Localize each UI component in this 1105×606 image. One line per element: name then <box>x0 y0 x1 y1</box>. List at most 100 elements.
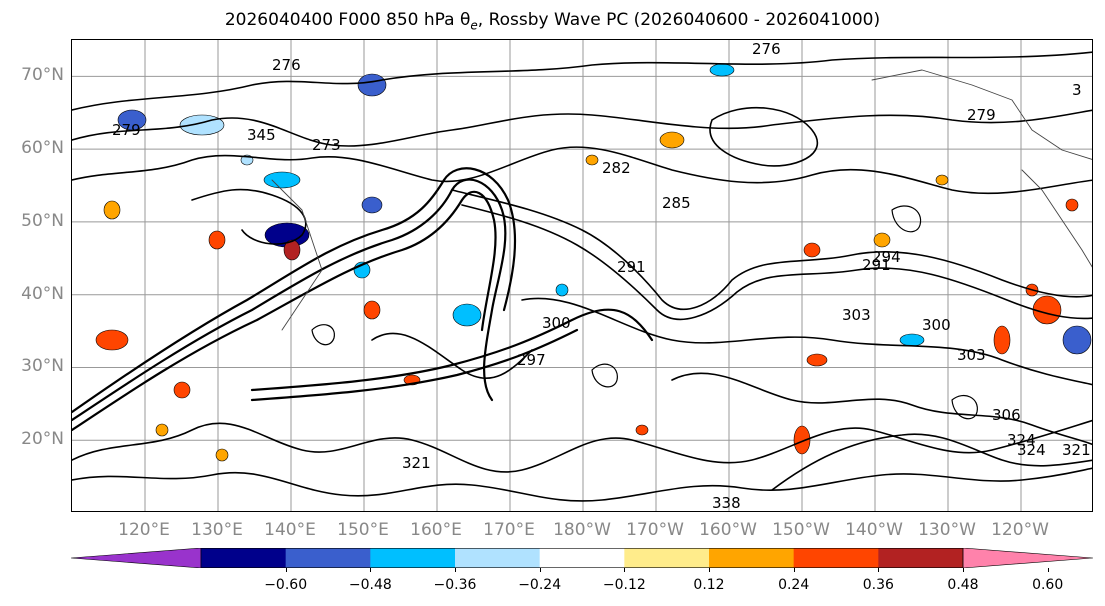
colorbar-tick-label: 0.12 <box>693 577 725 593</box>
title-subscript: e <box>470 18 478 33</box>
anomaly-shading <box>208 230 226 250</box>
lon-label: 120°W <box>991 520 1049 540</box>
anomaly-shading <box>803 242 821 258</box>
contour-label: 321 <box>402 454 431 472</box>
colorbar-segment <box>201 548 287 568</box>
contour-line <box>72 178 507 422</box>
contour-label: 3 <box>1072 81 1082 99</box>
contour-line <box>371 332 533 380</box>
anomaly-shading <box>806 353 828 367</box>
colorbar-tick-label: 0.36 <box>862 577 894 593</box>
colorbar-tickmark <box>455 568 456 572</box>
coastline <box>271 179 323 331</box>
anomaly-shading <box>361 196 383 214</box>
contour-line <box>709 106 819 167</box>
colorbar-tick-label: 0.48 <box>947 577 979 593</box>
colorbar-tick-label: −0.48 <box>348 577 392 593</box>
anomaly-shading <box>1062 325 1092 355</box>
anomaly-shading <box>215 448 229 462</box>
colorbar-extend-high <box>962 548 1093 568</box>
colorbar-extend-low <box>71 548 202 568</box>
anomaly-shading <box>993 325 1011 355</box>
colorbar-segment <box>624 548 710 568</box>
contour-line <box>250 308 654 392</box>
contour-line <box>72 146 1092 195</box>
contour-label: 273 <box>312 136 341 154</box>
anomaly-shading <box>873 232 891 248</box>
contour-label: 282 <box>602 159 631 177</box>
colorbar-segment <box>539 548 625 568</box>
anomaly-shading <box>452 303 482 327</box>
lat-label: 70°N <box>21 65 64 86</box>
colorbar-tick-label: 0.24 <box>778 577 810 593</box>
contour-line <box>311 324 335 346</box>
colorbar-segment <box>370 548 456 568</box>
lon-label: 150°E <box>337 520 389 540</box>
contour-line <box>891 205 922 233</box>
contour-label: 297 <box>517 351 546 369</box>
colorbar-tick-label: −0.60 <box>264 577 308 593</box>
lon-label: 130°E <box>191 520 243 540</box>
lon-label: 170°W <box>626 520 684 540</box>
colorbar-segment <box>455 548 541 568</box>
colorbar <box>71 548 1093 568</box>
contour-line <box>250 328 579 402</box>
contour-line <box>951 395 978 420</box>
colorbar-segment <box>793 548 879 568</box>
contour-label: 279 <box>967 106 996 124</box>
colorbar-frame <box>200 548 964 568</box>
colorbar-tick-label: −0.24 <box>518 577 562 593</box>
anomaly-shading <box>935 174 949 186</box>
anomaly-shading <box>659 131 685 149</box>
colorbar-tick-label: 0.60 <box>1032 577 1064 593</box>
colorbar-tickmark <box>624 568 626 572</box>
contour-label: 321 <box>1062 441 1091 459</box>
colorbar-tickmark <box>285 568 287 572</box>
colorbar-tickmark <box>793 568 795 572</box>
lat-label: 30°N <box>21 356 64 377</box>
anomaly-shading <box>709 63 735 77</box>
contour-label: 345 <box>247 126 276 144</box>
rossby-wave-shading <box>95 63 1092 462</box>
contour-line <box>72 467 1092 502</box>
colorbar-tickmark <box>963 568 964 572</box>
anomaly-shading <box>155 423 169 437</box>
colorbar-tickmark <box>370 568 372 572</box>
contour-label: 300 <box>922 316 951 334</box>
contour-label: 276 <box>752 40 781 58</box>
colorbar-segment <box>709 548 795 568</box>
anomaly-shading <box>899 333 925 347</box>
anomaly-shading <box>179 114 225 136</box>
contour-line <box>191 188 307 245</box>
colorbar-tickmark <box>709 568 710 572</box>
anomaly-shading <box>173 381 191 399</box>
anomaly-shading <box>263 171 301 189</box>
anomaly-shading <box>555 283 569 297</box>
contour-label: 300 <box>542 314 571 332</box>
contour-line <box>591 363 618 388</box>
lon-label: 150°W <box>772 520 830 540</box>
contour-label: 303 <box>842 306 871 324</box>
contour-label: 285 <box>662 194 691 212</box>
contour-line <box>72 51 1092 111</box>
contour-label: 338 <box>712 494 741 512</box>
contour-line <box>451 189 1092 311</box>
lon-label: 160°E <box>410 520 462 540</box>
contour-label: 306 <box>992 406 1021 424</box>
map-title: 2026040400 F000 850 hPa θe, Rossby Wave … <box>0 10 1105 32</box>
theta-e-contours <box>72 51 1092 502</box>
anomaly-shading <box>357 73 387 97</box>
contour-label: 291 <box>617 258 646 276</box>
contour-line <box>72 190 497 432</box>
colorbar-tickmark <box>878 568 880 572</box>
contour-line <box>771 433 1092 491</box>
contour-label: 276 <box>272 56 301 74</box>
lon-label: 180°W <box>553 520 611 540</box>
anomaly-shading <box>635 424 649 436</box>
title-suffix: , Rossby Wave PC (2026040600 - 202604100… <box>477 10 881 30</box>
map-panel: 276 282 285 291 291 294 297 300 300 303 303 306 324 3… <box>71 39 1093 512</box>
anomaly-shading <box>585 154 599 166</box>
contour-label: 303 <box>957 346 986 364</box>
lon-label: 160°W <box>699 520 757 540</box>
